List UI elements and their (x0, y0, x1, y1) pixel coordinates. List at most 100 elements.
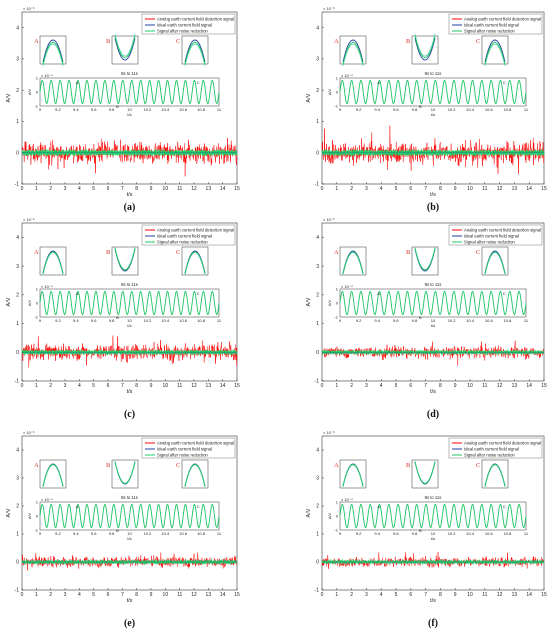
x-axis-label: t/s (127, 192, 133, 198)
inset-x-tick: 10 (127, 531, 132, 536)
x-tick-label: 10 (467, 592, 473, 598)
inset-y-tick: -1 (34, 103, 38, 108)
inset-marker-A: A (76, 291, 79, 296)
x-tick-label: 2 (350, 383, 353, 389)
zoom-curve (184, 251, 206, 275)
inset-x-tick: 9.2 (356, 531, 362, 536)
x-tick-label: 15 (541, 592, 547, 598)
zoom-label-C: C (176, 249, 180, 256)
x-tick-label: 1 (35, 592, 38, 598)
inset-x-tick: 10.8 (197, 531, 206, 536)
panel-caption: (a) (124, 202, 136, 213)
inset-x-tick: 10.4 (161, 318, 170, 323)
x-tick-label: 3 (365, 592, 368, 598)
legend-entry: Ideal earth current field signal (464, 447, 519, 452)
x-tick-label: 11 (482, 592, 487, 598)
x-tick-label: 13 (512, 592, 518, 598)
y-tick-label: 2 (316, 504, 319, 510)
inset-x-tick: 9.4 (374, 531, 380, 536)
inset-curve (339, 79, 527, 105)
inset-x-tick: 9.6 (91, 318, 97, 323)
inset-y-tick: 0 (36, 89, 39, 94)
panel-caption: (d) (427, 409, 439, 420)
inset-x-tick: 10.2 (448, 318, 457, 323)
legend-entry: Analog earth current field detection sig… (464, 441, 541, 446)
x-tick-label: 0 (21, 186, 24, 192)
y-exponent-label: × 10⁻³ (323, 6, 335, 11)
y-tick-label: 1 (16, 321, 19, 327)
zoom-curve (414, 37, 436, 61)
x-tick-label: 5 (395, 186, 398, 192)
x-tick-label: 8 (135, 186, 138, 192)
inset-y-tick: 0 (336, 89, 339, 94)
inset-y-tick: 1 (36, 499, 39, 504)
inset-x-tick: 9.4 (73, 318, 79, 323)
inset-x-tick: 9.4 (73, 531, 79, 536)
zoom-curve (42, 43, 64, 67)
y-tick-label: 0 (316, 560, 319, 566)
inset-title: 9s to 11s (425, 71, 442, 76)
inset-exponent: × 10⁻⁴ (41, 284, 53, 289)
legend (448, 437, 543, 459)
x-tick-label: 6 (107, 186, 110, 192)
panel-caption: (c) (124, 409, 135, 420)
inset-marker-C: C (503, 291, 506, 296)
inset-exponent: × 10⁻⁴ (41, 73, 53, 78)
y-tick-label: -1 (15, 182, 20, 188)
panel-caption: (f) (428, 618, 438, 629)
inset-x-tick: 11 (217, 318, 222, 323)
x-tick-label: 9 (150, 383, 153, 389)
zoom-curve (342, 43, 364, 67)
inset-x-tick: 9.8 (412, 318, 418, 323)
x-tick-label: 14 (526, 186, 532, 192)
inset-marker-B: B (419, 528, 422, 533)
zoom-curve (342, 464, 364, 487)
y-exponent-label: × 10⁻³ (23, 6, 35, 11)
x-tick-label: 2 (350, 592, 353, 598)
inset-x-tick: 9 (339, 107, 342, 112)
series-analog-detection (321, 125, 545, 175)
inset-marker-B: B (419, 315, 422, 320)
x-tick-label: 5 (92, 592, 95, 598)
zoom-curve (114, 35, 136, 59)
zoom-label-A: A (34, 249, 39, 256)
inset-x-tick: 10.8 (504, 531, 513, 536)
inset-x-tick: 11 (524, 531, 529, 536)
x-tick-label: 1 (335, 592, 338, 598)
legend-entry: Ideal earth current field signal (157, 234, 212, 239)
x-tick-label: 13 (206, 186, 212, 192)
x-tick-label: 14 (220, 383, 226, 389)
y-tick-label: 3 (316, 57, 319, 63)
zoom-curve (114, 33, 136, 57)
y-tick-label: 4 (16, 448, 19, 454)
zoom-curve (484, 251, 506, 275)
zoom-label-C: C (476, 249, 480, 256)
y-tick-label: 1 (316, 119, 319, 125)
x-tick-label: 12 (497, 383, 503, 389)
y-exponent-label: × 10⁻³ (23, 217, 35, 222)
inset-exponent: × 10⁻⁴ (341, 284, 353, 289)
inset-x-tick: 10.6 (485, 318, 494, 323)
legend-entry: Analog earth current field detection sig… (157, 228, 234, 233)
x-tick-label: 10 (467, 383, 473, 389)
inset-curve (339, 290, 527, 316)
inset-x-tick: 9.8 (109, 531, 115, 536)
inset-title: 9s to 11s (121, 71, 138, 76)
x-tick-label: 4 (78, 592, 81, 598)
x-tick-label: 0 (321, 383, 324, 389)
inset-x-tick: 11 (524, 318, 529, 323)
panel-caption: (b) (427, 202, 439, 213)
x-tick-label: 3 (64, 186, 67, 192)
x-tick-label: 9 (454, 592, 457, 598)
zoom-label-C: C (476, 38, 480, 45)
y-tick-label: 0 (16, 150, 19, 156)
inset-marker-B: B (116, 528, 119, 533)
x-axis-label: t/s (430, 598, 436, 604)
inset-x-tick: 10.8 (504, 107, 513, 112)
x-tick-label: 6 (409, 383, 412, 389)
y-tick-label: 0 (316, 350, 319, 356)
inset-x-tick: 10.4 (466, 107, 475, 112)
inset-x-tick: 10.2 (448, 531, 457, 536)
